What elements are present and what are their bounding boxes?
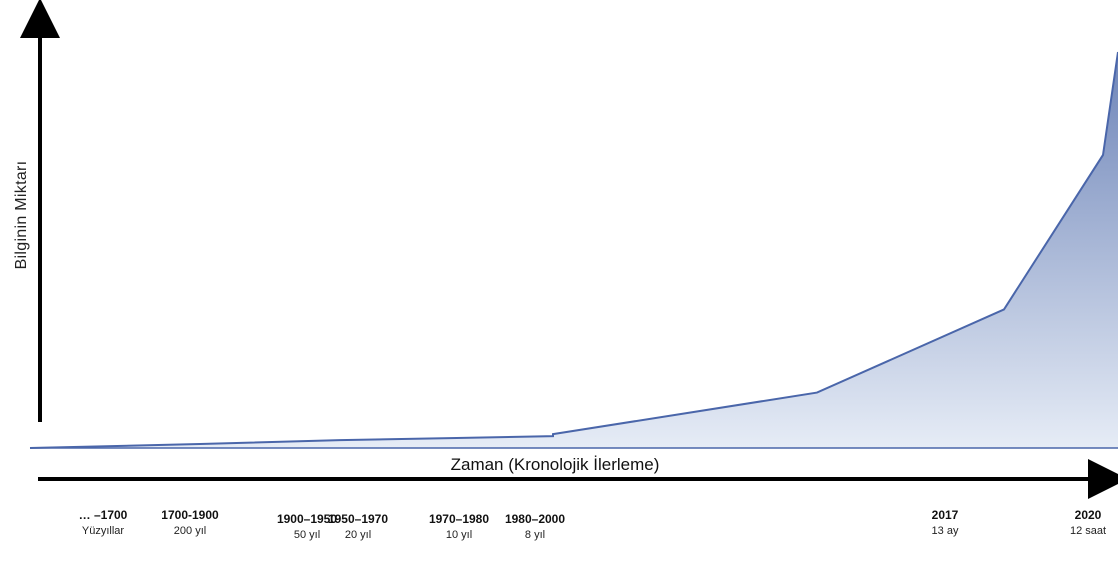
period-range: 1700-1900 (161, 508, 219, 522)
period-label: 2020 12 saat (1070, 507, 1106, 539)
x-axis-label: Zaman (Kronolojik İlerleme) (450, 455, 660, 474)
period-range: 1980–2000 (504, 512, 566, 526)
period-duration: 8 yıl (524, 529, 546, 541)
period-range: 1900–1950 (276, 512, 338, 526)
period-duration: 13 ay (931, 525, 959, 537)
period-label: 1900–1950 50 yıl (277, 511, 337, 543)
period-range: 2017 (931, 508, 959, 522)
period-label: 1980–2000 8 yıl (505, 511, 565, 543)
period-label: 1970–1980 10 yıl (429, 511, 489, 543)
period-range: 1950–1970 (327, 512, 389, 526)
period-duration: 200 yıl (173, 525, 207, 537)
period-duration: 12 saat (1069, 525, 1107, 537)
period-duration: 10 yıl (445, 529, 473, 541)
area-fill (30, 52, 1118, 448)
period-range: 1970–1980 (428, 512, 490, 526)
period-label: 1950–1970 20 yıl (328, 511, 388, 543)
period-range: … –1700 (78, 508, 128, 522)
period-label: 1700-1900 200 yıl (161, 507, 218, 539)
period-duration: 20 yıl (344, 529, 372, 541)
period-range: 2020 (1074, 508, 1102, 522)
period-label: … –1700 Yüzyıllar (79, 507, 128, 539)
period-duration: Yüzyıllar (81, 525, 125, 537)
y-axis-label: Bilginin Miktarı (13, 160, 30, 270)
period-duration: 50 yıl (293, 529, 321, 541)
period-label: 2017 13 ay (932, 507, 959, 539)
series-line (29, 51, 1118, 449)
